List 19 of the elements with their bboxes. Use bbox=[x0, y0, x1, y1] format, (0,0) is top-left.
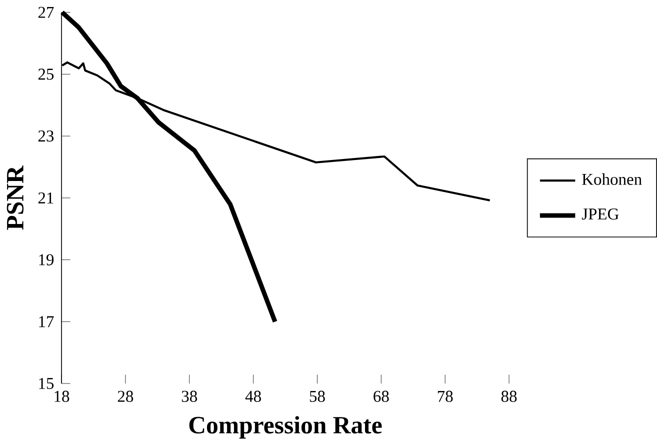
y-tick-label: 19 bbox=[39, 254, 54, 266]
x-tick-label: 48 bbox=[245, 390, 261, 402]
x-tick-label: 88 bbox=[501, 390, 517, 402]
y-tick-label: 27 bbox=[38, 6, 54, 18]
y-tick-label: 21 bbox=[38, 192, 54, 204]
legend-label: Kohonen bbox=[582, 173, 642, 185]
x-tick-label: 68 bbox=[374, 390, 389, 402]
x-axis-title: Compression Rate bbox=[189, 416, 382, 438]
x-tick-label: 18 bbox=[54, 390, 70, 402]
y-tick-label: 17 bbox=[39, 316, 54, 327]
x-tick-label: 38 bbox=[182, 390, 198, 402]
x-tick-label: 28 bbox=[118, 390, 134, 402]
legend-label: JPEG bbox=[582, 208, 619, 220]
y-tick-label: 15 bbox=[39, 378, 54, 389]
y-tick-label: 25 bbox=[38, 68, 54, 80]
x-tick-label: 78 bbox=[438, 390, 453, 402]
y-tick-label: 23 bbox=[38, 130, 54, 142]
y-axis-title: PSNR bbox=[6, 165, 24, 230]
x-tick-label: 58 bbox=[310, 390, 325, 402]
